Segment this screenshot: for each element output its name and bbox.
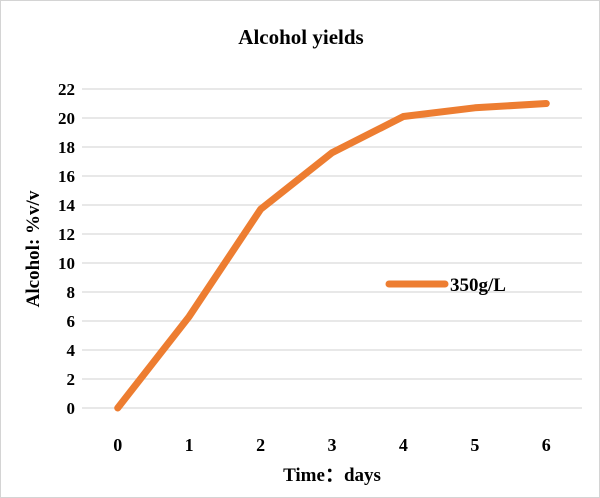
y-tick-label: 22: [58, 80, 75, 99]
x-tick-label: 0: [113, 435, 122, 455]
y-tick-label: 4: [67, 341, 76, 360]
x-tick-label: 3: [328, 435, 337, 455]
x-tick-label: 2: [256, 435, 265, 455]
x-tick-label: 5: [470, 435, 479, 455]
y-tick-label: 10: [58, 254, 75, 273]
y-tick-label: 8: [67, 283, 76, 302]
y-tick-label: 0: [67, 399, 76, 418]
chart-title: Alcohol yields: [238, 25, 364, 49]
x-tick-label: 4: [399, 435, 408, 455]
legend-label: 350g/L: [450, 275, 506, 296]
y-tick-label: 6: [67, 312, 76, 331]
x-axis-title: Time：days: [283, 465, 381, 486]
y-tick-label: 18: [58, 138, 75, 157]
y-tick-label: 12: [58, 225, 75, 244]
series-line-350g/L: [114, 100, 550, 412]
y-tick-label: 2: [67, 370, 76, 389]
x-tick-label: 6: [542, 435, 551, 455]
y-tick-label: 14: [58, 196, 76, 215]
y-tick-label: 16: [58, 167, 75, 186]
x-tick-label: 1: [185, 435, 194, 455]
y-tick-label: 20: [58, 109, 75, 128]
